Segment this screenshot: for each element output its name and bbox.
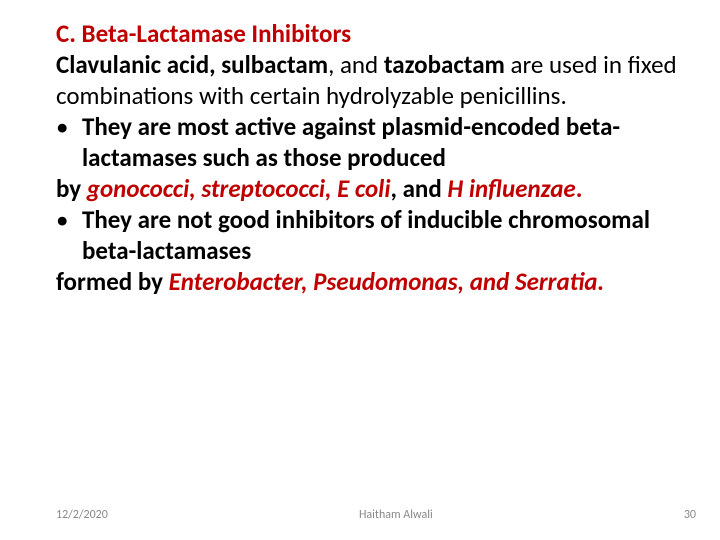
bullet-2: • They are not good inhibitors of induci…	[56, 204, 680, 266]
intro-drugs-2: tazobactam	[384, 49, 505, 80]
by-prefix-1: by	[56, 173, 87, 204]
bullet-mark-icon: •	[56, 204, 82, 266]
organisms-group-2: H influenzae	[447, 173, 575, 204]
intro-connector: , and	[328, 49, 384, 80]
slide-body: C. Beta-Lactamase Inhibitors Clavulanic …	[0, 0, 720, 297]
section-heading: C. Beta-Lactamase Inhibitors	[56, 18, 680, 49]
comma-and: , and	[390, 173, 447, 204]
formed-prefix: formed by	[56, 266, 169, 297]
bullet-mark-icon: •	[56, 111, 82, 173]
period-1: .	[576, 173, 583, 204]
by-line-1: by gonococci, streptococci, E coli, and …	[56, 173, 680, 204]
organisms-group-3: Enterobacter, Pseudomonas, and Serratia.	[169, 266, 605, 297]
bullet-1: • They are most active against plasmid-e…	[56, 111, 680, 173]
bullet-1-text: They are most active against plasmid-enc…	[82, 111, 680, 173]
footer-page-number: 30	[684, 508, 696, 522]
organisms-group-1: gonococci, streptococci, E coli	[87, 173, 391, 204]
intro-paragraph: Clavulanic acid, sulbactam, and tazobact…	[56, 49, 680, 111]
bullet-2-text: They are not good inhibitors of inducibl…	[82, 204, 680, 266]
footer-date: 12/2/2020	[56, 508, 108, 522]
intro-drugs-1: Clavulanic acid, sulbactam	[56, 49, 328, 80]
formed-by-line: formed by Enterobacter, Pseudomonas, and…	[56, 266, 680, 297]
footer-author: Haitham Alwali	[359, 508, 433, 522]
slide-footer: 12/2/2020 Haitham Alwali 30	[0, 508, 720, 522]
